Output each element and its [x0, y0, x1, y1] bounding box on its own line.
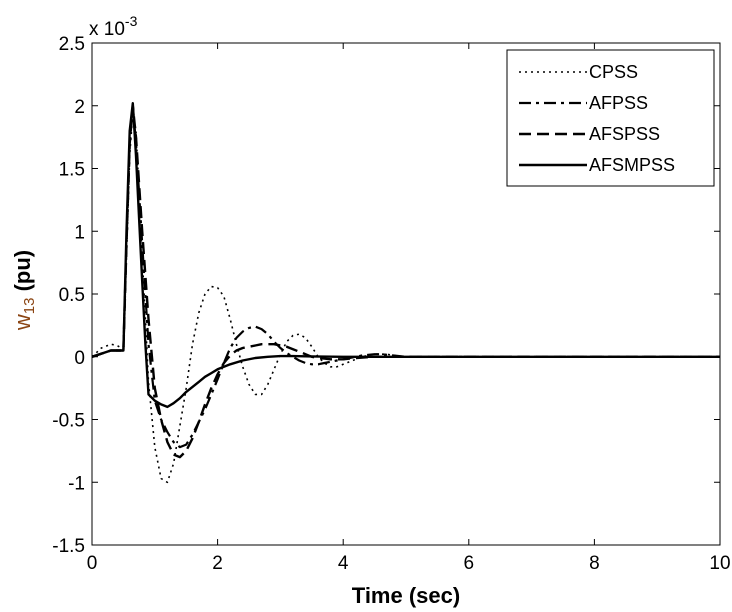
- y-tick-label: -1.5: [52, 536, 85, 557]
- legend: CPSS AFPSS AFSPSS AFSMPSS: [506, 49, 715, 187]
- x-tick-label: 2: [212, 553, 223, 574]
- series-line-afspss: [91, 104, 720, 459]
- y-tick-label: 0: [74, 348, 85, 369]
- y-tick-label: 0.5: [59, 285, 85, 306]
- y-exponent-base: x 10: [89, 19, 125, 40]
- y-tick-label: 1.5: [59, 160, 85, 181]
- y-tick-label: -1: [68, 473, 85, 494]
- x-tick-label: 0: [87, 553, 98, 574]
- y-axis-title-subscript: 13: [21, 298, 38, 315]
- x-tick-label: 10: [709, 553, 730, 574]
- series-line-afsmpss: [91, 102, 720, 409]
- y-tick-label: 2.5: [59, 34, 85, 55]
- series-line-afpss: [91, 104, 720, 449]
- legend-label-afsmpss: AFSMPSS: [589, 155, 675, 175]
- y-axis-title: w13 (pu): [10, 250, 38, 331]
- ticks-layer: 0 2 4 6 8 10 -1.5 -1 -0.5 0 0.5 1 1.5 2 2.5: [52, 34, 730, 574]
- legend-label-afspss: AFSPSS: [589, 124, 660, 144]
- x-tick-label: 6: [464, 553, 475, 574]
- legend-box: [506, 49, 715, 187]
- x-axis-title: Time (sec): [352, 583, 460, 608]
- x-tick-label: 4: [338, 553, 349, 574]
- y-exponent-power: -3: [125, 13, 138, 29]
- legend-label-afpss: AFPSS: [589, 93, 648, 113]
- y-axis-title-main: w: [10, 314, 35, 331]
- x-tick-label: 8: [589, 553, 600, 574]
- y-tick-label: 2: [74, 97, 85, 118]
- y-exponent-label: x 10-3: [89, 13, 138, 40]
- plot-frame: [91, 42, 721, 546]
- series-layer: [91, 102, 720, 484]
- y-tick-label: 1: [74, 222, 85, 243]
- y-tick-label: -0.5: [52, 411, 85, 432]
- y-axis-title-unit: (pu): [10, 250, 35, 298]
- legend-label-cpss: CPSS: [589, 62, 638, 82]
